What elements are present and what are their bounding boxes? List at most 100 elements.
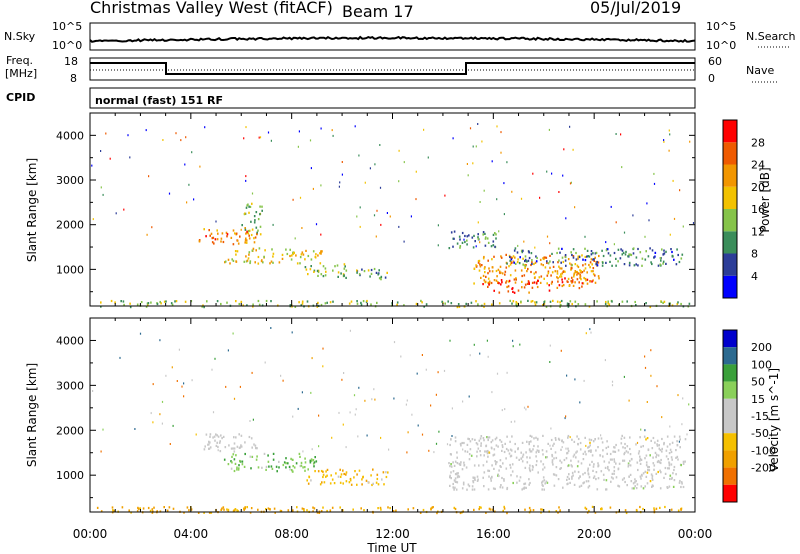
colorbar-swatch (723, 142, 737, 165)
echo-cell-3 (630, 480, 633, 483)
echo-cell-3 (582, 473, 584, 476)
echo-cell-3 (651, 484, 654, 487)
echo-cell-4 (377, 507, 379, 510)
echo-cell-6 (527, 267, 529, 271)
echo-cell-1 (248, 253, 250, 256)
echo-cell-6 (572, 255, 575, 258)
echo-cell-5 (464, 240, 466, 244)
echo-cell-0 (244, 239, 247, 242)
echo-cell-2 (305, 268, 308, 271)
echo-cell-1 (304, 457, 306, 460)
echo-cell-3 (659, 461, 662, 465)
noise-cell (644, 235, 646, 238)
echo-cell-6 (483, 255, 485, 259)
echo-cell-10 (470, 301, 473, 304)
echo-cell-1 (321, 250, 323, 253)
echo-cell-4 (491, 508, 494, 511)
echo-cell-4 (331, 506, 334, 509)
noise-cell (563, 148, 565, 151)
echo-cell-3 (343, 267, 346, 270)
echo-cell-9 (627, 255, 629, 258)
echo-cell-10 (530, 300, 533, 303)
echo-cell-3 (597, 437, 600, 440)
echo-cell-8 (556, 270, 559, 273)
echo-cell-1 (315, 253, 317, 256)
echo-cell-9 (536, 256, 538, 260)
echo-cell-3 (570, 459, 572, 462)
echo-cell-10 (475, 300, 477, 303)
echo-cell-6 (535, 271, 537, 274)
noise-cell (549, 444, 551, 447)
noise-cell (119, 356, 121, 359)
echo-cell-3 (568, 473, 570, 476)
echo-cell-3 (454, 460, 457, 463)
echo-cell-2 (376, 477, 379, 481)
echo-cell-3 (573, 483, 576, 486)
echo-cell-1 (286, 252, 289, 256)
echo-cell-3 (550, 438, 553, 442)
echo-cell-3 (669, 477, 671, 481)
colorbar-swatch (723, 209, 737, 232)
noise-cell (388, 448, 390, 451)
echo-cell-9 (659, 263, 661, 266)
echo-cell-0 (235, 436, 237, 439)
noise-cell (171, 366, 173, 369)
echo-cell-3 (544, 482, 546, 485)
echo-cell-3 (495, 444, 498, 447)
echo-cell-0 (240, 445, 243, 448)
echo-cell-3 (603, 460, 606, 463)
noise-cell (565, 447, 567, 450)
echo-cell-0 (236, 239, 239, 242)
echo-cell-0 (236, 445, 239, 448)
echo-cell-3 (680, 481, 683, 484)
echo-cell-10 (396, 303, 398, 306)
echo-cell-6 (567, 258, 570, 261)
echo-cell-0 (212, 236, 215, 239)
nsky-tick-top: 10^5 (52, 20, 82, 33)
echo-cell-4 (655, 507, 658, 510)
echo-cell-10 (571, 302, 573, 306)
echo-cell-3 (639, 455, 641, 458)
noise-cell (320, 233, 322, 236)
noise-cell (249, 420, 251, 422)
echo-cell-6 (545, 256, 548, 259)
echo-cell-3 (584, 471, 586, 475)
echo-cell-1 (278, 466, 280, 469)
echo-cell-9 (594, 252, 597, 255)
noise-cell (677, 394, 679, 397)
noise-cell (243, 137, 245, 140)
cpid-label: CPID (6, 91, 35, 104)
echo-cell-3 (541, 449, 544, 452)
echo-cell-0 (240, 434, 243, 437)
echo-cell-0 (198, 239, 201, 242)
echo-cell-3 (463, 461, 465, 464)
echo-cell-3 (511, 435, 513, 438)
noise-cell (159, 413, 161, 416)
noise-cell (523, 240, 525, 243)
noise-cell (172, 424, 174, 427)
echo-cell-3 (567, 464, 569, 468)
noise-cell (446, 443, 449, 446)
echo-cell-4 (151, 511, 154, 514)
echo-cell-3 (613, 472, 615, 475)
noise-cell (527, 405, 529, 408)
echo-cell-3 (665, 455, 668, 458)
echo-cell-2 (376, 473, 379, 476)
echo-cell-3 (503, 479, 505, 482)
echo-cell-9 (628, 264, 631, 267)
echo-cell-9 (621, 249, 624, 252)
echo-cell-6 (594, 256, 596, 259)
echo-cell-7 (505, 280, 508, 283)
echo-cell-3 (569, 481, 571, 484)
noise-cell (466, 163, 468, 165)
echo-cell-4 (128, 509, 130, 512)
echo-cell-4 (339, 506, 341, 509)
echo-cell-3 (516, 481, 518, 484)
echo-cell-3 (384, 276, 387, 279)
noise-cell (386, 212, 388, 214)
echo-cell-8 (592, 279, 594, 282)
echo-cell-3 (602, 449, 604, 452)
echo-cell-4 (256, 231, 258, 234)
noise-cell (611, 384, 614, 387)
echo-cell-0 (244, 441, 246, 444)
